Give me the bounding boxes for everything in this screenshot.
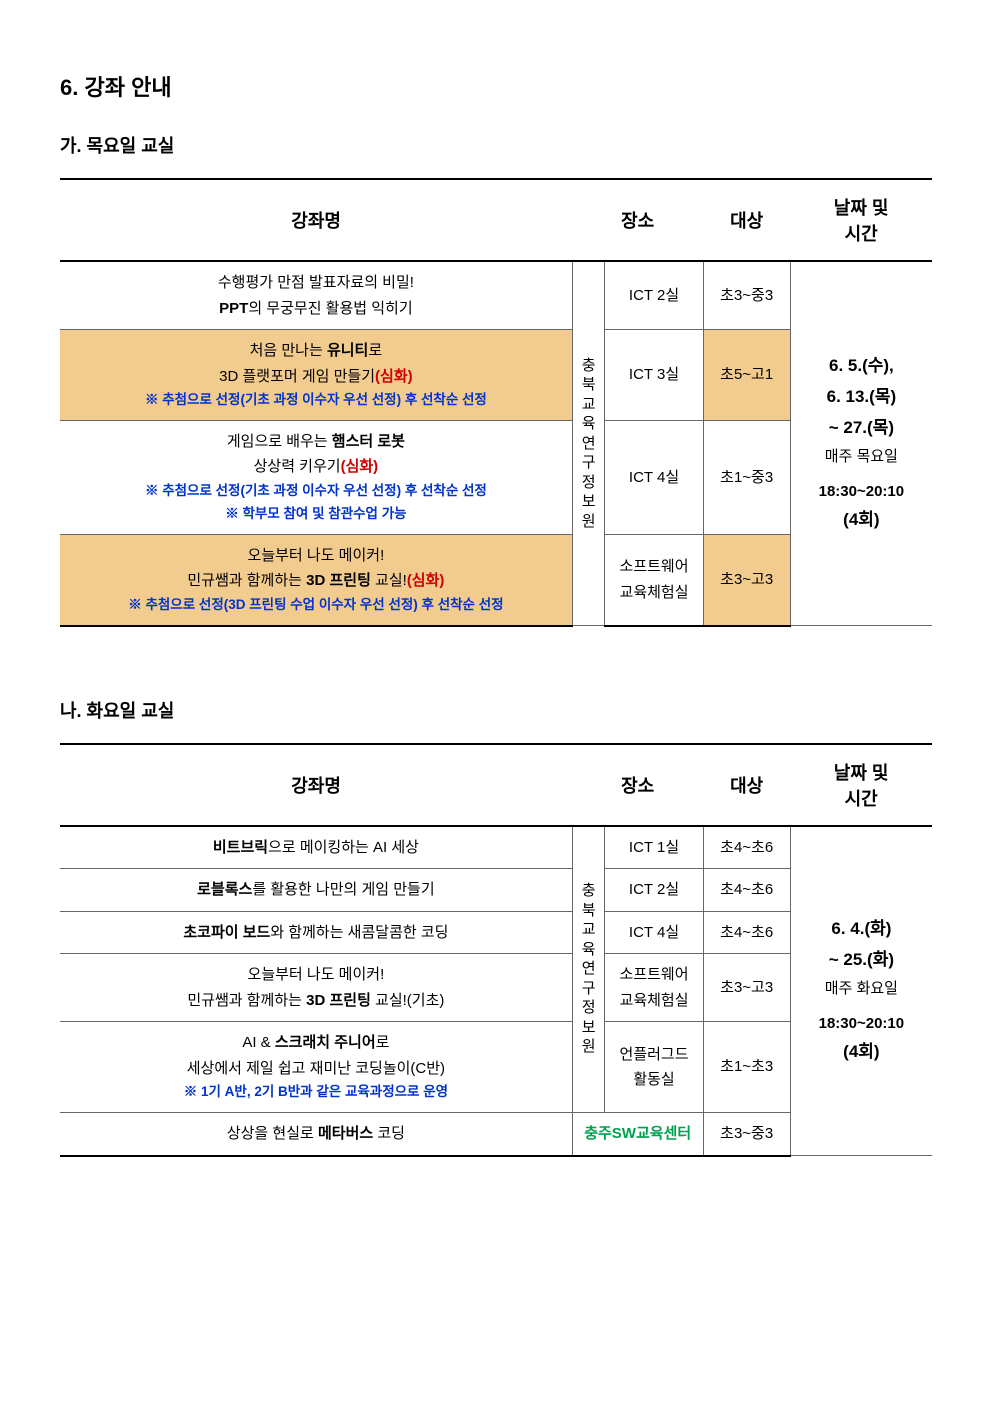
location-sub: ICT 4실: [605, 420, 703, 534]
location-green: 충주SW교육센터: [572, 1113, 703, 1156]
th-course: 강좌명: [60, 179, 572, 261]
course-cell: 초코파이 보드와 함께하는 새콤달콤한 코딩: [60, 911, 572, 954]
location-sub: ICT 2실: [605, 261, 703, 330]
section-heading: 강좌 안내: [84, 75, 171, 100]
course-cell: 오늘부터 나도 메이커! 민규쌤과 함께하는 3D 프린팅 교실!(기초): [60, 954, 572, 1022]
course-cell: 오늘부터 나도 메이커! 민규쌤과 함께하는 3D 프린팅 교실!(심화) ※ …: [60, 534, 572, 625]
th-location: 장소: [572, 744, 703, 826]
target-cell: 초3~중3: [703, 1113, 790, 1156]
location-sub: ICT 2실: [605, 869, 703, 912]
location-sub: ICT 3실: [605, 330, 703, 421]
th-location: 장소: [572, 179, 703, 261]
target-cell: 초4~초6: [703, 911, 790, 954]
course-line: 수행평가 만점 발표자료의 비밀!: [64, 270, 568, 296]
location-main: 충 북 교 육 연 구 정 보 원: [572, 826, 605, 1113]
course-cell: 게임으로 배우는 햄스터 로봇 상상력 키우기(심화) ※ 추첨으로 선정(기초…: [60, 420, 572, 534]
th-target: 대상: [703, 179, 790, 261]
section-title: 6. 강좌 안내: [60, 70, 932, 102]
course-cell: 로블록스를 활용한 나만의 게임 만들기: [60, 869, 572, 912]
location-main: 충 북 교 육 연 구 정 보 원: [572, 261, 605, 626]
target-cell: 초1~초3: [703, 1022, 790, 1113]
location-sub: 소프트웨어 교육체험실: [605, 534, 703, 625]
course-line: PPT의 무궁무진 활용법 익히기: [64, 296, 568, 322]
course-cell: AI & 스크래치 주니어로 세상에서 제일 쉽고 재미난 코딩놀이(C반) ※…: [60, 1022, 572, 1113]
datetime-cell: 6. 5.(수), 6. 13.(목) ~ 27.(목) 매주 목요일 18:3…: [790, 261, 932, 626]
subsection-b-title: 나. 화요일 교실: [60, 697, 932, 723]
target-cell: 초3~고3: [703, 534, 790, 625]
location-sub: 소프트웨어 교육체험실: [605, 954, 703, 1022]
th-datetime: 날짜 및 시간: [790, 744, 932, 826]
section-number: 6.: [60, 75, 78, 100]
target-cell: 초3~중3: [703, 261, 790, 330]
tuesday-table: 강좌명 장소 대상 날짜 및 시간 비트브릭으로 메이킹하는 AI 세상 충 북…: [60, 743, 932, 1157]
course-cell: 처음 만나는 유니티로 3D 플랫포머 게임 만들기(심화) ※ 추첨으로 선정…: [60, 330, 572, 421]
th-target: 대상: [703, 744, 790, 826]
location-sub: ICT 1실: [605, 826, 703, 869]
target-cell: 초4~초6: [703, 826, 790, 869]
target-cell: 초3~고3: [703, 954, 790, 1022]
target-cell: 초5~고1: [703, 330, 790, 421]
th-course: 강좌명: [60, 744, 572, 826]
target-cell: 초1~중3: [703, 420, 790, 534]
target-cell: 초4~초6: [703, 869, 790, 912]
datetime-cell: 6. 4.(화) ~ 25.(화) 매주 화요일 18:30~20:10 (4회…: [790, 826, 932, 1156]
subsection-a-title: 가. 목요일 교실: [60, 132, 932, 158]
course-cell: 상상을 현실로 메타버스 코딩: [60, 1113, 572, 1156]
location-sub: 언플러그드 활동실: [605, 1022, 703, 1113]
course-cell: 수행평가 만점 발표자료의 비밀! PPT의 무궁무진 활용법 익히기: [60, 261, 572, 330]
course-cell: 비트브릭으로 메이킹하는 AI 세상: [60, 826, 572, 869]
location-sub: ICT 4실: [605, 911, 703, 954]
th-datetime: 날짜 및 시간: [790, 179, 932, 261]
thursday-table: 강좌명 장소 대상 날짜 및 시간 수행평가 만점 발표자료의 비밀! PPT의…: [60, 178, 932, 627]
